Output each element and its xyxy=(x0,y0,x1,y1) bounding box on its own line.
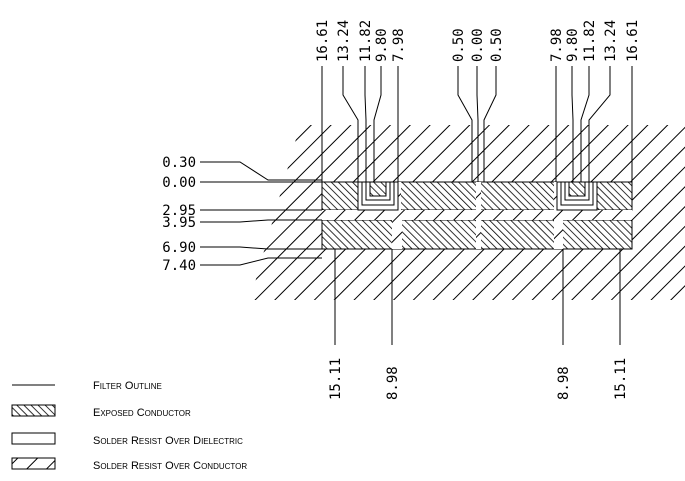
left-dimension: 3.95 xyxy=(162,215,196,231)
leader-line xyxy=(571,66,574,182)
top-dimension: 0.00 xyxy=(470,28,486,62)
legend-label: Exposed Conductor xyxy=(93,407,191,419)
leader-line xyxy=(200,257,322,266)
legend-label: Solder Resist Over Dielectric xyxy=(93,435,243,447)
leader-line xyxy=(580,66,590,182)
cross-section xyxy=(250,125,685,300)
left-dimension: 6.90 xyxy=(162,240,196,256)
leader-line xyxy=(476,66,479,182)
leader-line xyxy=(483,66,497,182)
top-dimension: 13.24 xyxy=(336,20,352,62)
top-dimension: 11.82 xyxy=(582,20,598,62)
top-dimension: 13.24 xyxy=(603,20,619,62)
leader-line xyxy=(200,219,322,223)
solder-resist-openings xyxy=(357,181,598,211)
legend-label: Filter Outline xyxy=(93,380,162,392)
leader-line xyxy=(342,66,359,182)
top-dimension: 9.80 xyxy=(565,28,581,62)
gaps xyxy=(392,182,563,249)
bottom-dimension: 8.98 xyxy=(385,366,401,400)
leader-line xyxy=(373,66,382,182)
top-dimension: 7.98 xyxy=(391,28,407,62)
legend-label: Solder Resist Over Conductor xyxy=(93,460,247,472)
top-dimension: 16.61 xyxy=(315,20,331,62)
top-dimension: 9.80 xyxy=(374,28,390,62)
left-dimension: 0.00 xyxy=(162,175,196,191)
top-dimension: 11.82 xyxy=(358,20,374,62)
left-dimension: 7.40 xyxy=(162,258,196,274)
top-dimension: 16.61 xyxy=(625,20,641,62)
leader-line xyxy=(200,246,322,250)
leader-line xyxy=(588,66,611,182)
top-dimension: 0.50 xyxy=(451,28,467,62)
bottom-dimension: 15.11 xyxy=(328,358,344,400)
legend-swatches xyxy=(11,384,56,470)
leader-line xyxy=(457,66,473,182)
bottom-dimension: 8.98 xyxy=(556,366,572,400)
left-dimension: 0.30 xyxy=(162,155,196,171)
bottom-dimension: 15.11 xyxy=(613,358,629,400)
top-dimension: 0.50 xyxy=(489,28,505,62)
left-dimension: 2.95 xyxy=(162,203,196,219)
leader-line xyxy=(364,66,367,182)
top-dimension: 7.98 xyxy=(549,28,565,62)
leader-line xyxy=(200,161,322,181)
